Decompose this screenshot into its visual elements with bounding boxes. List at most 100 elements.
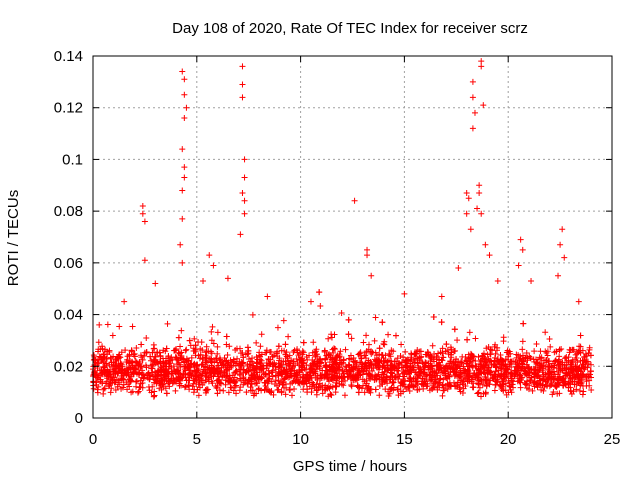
data-point — [438, 293, 445, 300]
data-point — [214, 377, 221, 384]
data-point — [147, 353, 154, 360]
data-point — [220, 387, 227, 394]
data-point — [577, 349, 584, 356]
data-point — [427, 353, 434, 360]
data-point — [559, 226, 566, 233]
data-point — [454, 379, 461, 386]
data-point — [200, 366, 207, 373]
data-point — [321, 347, 328, 354]
data-point — [522, 381, 529, 388]
data-point — [448, 349, 455, 356]
data-point — [194, 386, 201, 393]
data-point — [535, 368, 542, 375]
data-point — [230, 387, 237, 394]
data-point — [331, 331, 338, 338]
data-point — [436, 379, 443, 386]
data-point — [474, 205, 481, 212]
data-point — [519, 358, 526, 365]
data-point — [372, 386, 379, 393]
data-point — [455, 265, 462, 272]
data-point — [157, 360, 164, 367]
y-tick-label: 0.14 — [54, 48, 83, 65]
data-point — [151, 388, 158, 395]
data-point — [464, 368, 471, 375]
data-point — [150, 393, 157, 400]
x-tick-label: 5 — [193, 431, 201, 448]
data-point — [469, 94, 476, 101]
data-point — [360, 339, 367, 346]
data-point — [312, 374, 319, 381]
data-point — [283, 370, 290, 377]
data-point — [430, 313, 437, 320]
data-point — [547, 343, 554, 350]
data-point — [317, 303, 324, 310]
data-point — [414, 355, 421, 362]
data-point — [326, 351, 333, 358]
data-point — [258, 351, 265, 358]
data-point — [537, 362, 544, 369]
data-point — [253, 354, 260, 361]
data-point — [137, 377, 144, 384]
data-point — [446, 372, 453, 379]
data-point — [476, 190, 483, 197]
data-point — [481, 366, 488, 373]
data-point — [182, 347, 189, 354]
data-point — [350, 355, 357, 362]
y-axis-label: ROTI / TECUs — [5, 190, 22, 286]
data-point — [342, 363, 349, 370]
data-point — [179, 68, 186, 75]
data-point — [557, 367, 564, 374]
data-point — [106, 348, 113, 355]
data-point — [315, 384, 322, 391]
data-point — [465, 195, 472, 202]
data-point — [476, 384, 483, 391]
y-tick-label: 0.04 — [54, 307, 83, 324]
data-point — [400, 369, 407, 376]
data-point — [346, 355, 353, 362]
data-point — [388, 384, 395, 391]
data-point — [438, 319, 445, 326]
data-point — [274, 353, 281, 360]
data-point — [233, 382, 240, 389]
data-point — [108, 359, 115, 366]
data-point — [241, 379, 248, 386]
data-point — [240, 354, 247, 361]
data-point — [132, 378, 139, 385]
data-point — [179, 187, 186, 194]
data-point — [417, 368, 424, 375]
data-point — [281, 375, 288, 382]
data-point — [365, 357, 372, 364]
data-point — [425, 364, 432, 371]
data-point — [570, 388, 577, 395]
data-point — [115, 363, 122, 370]
data-point — [550, 389, 557, 396]
data-point — [209, 323, 216, 330]
data-point — [466, 329, 473, 336]
data-point — [277, 378, 284, 385]
data-point — [149, 349, 156, 356]
data-point — [442, 348, 449, 355]
data-point — [300, 339, 307, 346]
data-point — [553, 348, 560, 355]
data-point — [251, 375, 258, 382]
data-point — [241, 210, 248, 217]
data-point — [422, 351, 429, 358]
data-point — [498, 386, 505, 393]
data-point — [532, 366, 539, 373]
data-point — [423, 383, 430, 390]
data-point — [487, 369, 494, 376]
data-point — [317, 360, 324, 367]
data-point — [559, 361, 566, 368]
data-point — [375, 357, 382, 364]
data-point — [174, 361, 181, 368]
data-point — [587, 361, 594, 368]
data-point — [447, 358, 454, 365]
data-point — [271, 359, 278, 366]
data-point — [419, 359, 426, 366]
data-point — [480, 362, 487, 369]
data-point — [141, 352, 148, 359]
data-point — [101, 351, 108, 358]
data-point — [117, 360, 124, 367]
data-point — [384, 367, 391, 374]
data-point — [186, 337, 193, 344]
